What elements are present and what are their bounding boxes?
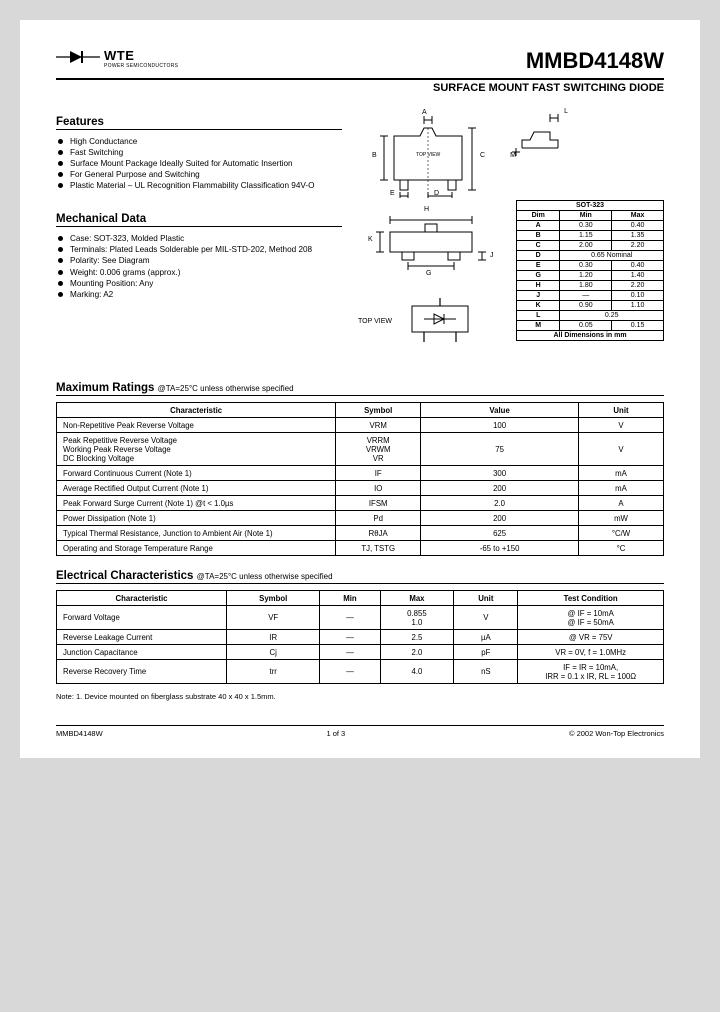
package-bottom-outline-icon bbox=[358, 212, 498, 272]
dim-row: J—0.10 bbox=[517, 291, 664, 301]
dim-b-label: B bbox=[372, 152, 377, 159]
elec-title: Electrical Characteristics bbox=[56, 570, 193, 582]
company-logo: WTE POWER SEMICONDUCTORS bbox=[56, 48, 178, 69]
feature-item: For General Purpose and Switching bbox=[56, 169, 342, 180]
mechanical-item: Polarity: See Diagram bbox=[56, 255, 342, 266]
ec-col-header: Characteristic bbox=[57, 591, 227, 606]
ec-col-header: Unit bbox=[454, 591, 518, 606]
mr-row: Typical Thermal Resistance, Junction to … bbox=[57, 526, 664, 541]
dim-h-label: H bbox=[424, 206, 429, 213]
dim-row: K0.901.10 bbox=[517, 301, 664, 311]
product-subtitle: SURFACE MOUNT FAST SWITCHING DIODE bbox=[433, 82, 664, 94]
dim-row: H1.802.20 bbox=[517, 281, 664, 291]
max-ratings-table: CharacteristicSymbolValueUnit Non-Repeti… bbox=[56, 402, 664, 556]
ec-row: Junction CapacitanceCj—2.0pFVR = 0V, f =… bbox=[57, 645, 664, 660]
mr-col-header: Symbol bbox=[336, 403, 421, 418]
dim-g-label: G bbox=[426, 270, 431, 277]
mr-row: Peak Repetitive Reverse Voltage Working … bbox=[57, 433, 664, 466]
logo-text: WTE bbox=[104, 48, 178, 63]
feature-item: Surface Mount Package Ideally Suited for… bbox=[56, 158, 342, 169]
dim-col-header: Min bbox=[560, 211, 612, 221]
schematic-top-view-icon bbox=[400, 294, 480, 354]
footer-left: MMBD4148W bbox=[56, 729, 103, 738]
feature-item: High Conductance bbox=[56, 136, 342, 147]
dim-row: G1.201.40 bbox=[517, 271, 664, 281]
dim-col-header: Max bbox=[612, 211, 664, 221]
ec-col-header: Test Condition bbox=[518, 591, 664, 606]
feature-item: Plastic Material – UL Recognition Flamma… bbox=[56, 180, 342, 191]
package-diagrams: TOP VIEW A B C E D L M bbox=[354, 108, 664, 368]
mr-row: Average Rectified Output Current (Note 1… bbox=[57, 481, 664, 496]
mr-col-header: Characteristic bbox=[57, 403, 336, 418]
dim-row: D0.65 Nominal bbox=[517, 251, 664, 261]
dim-table-footer: All Dimensions in mm bbox=[517, 331, 664, 341]
dim-a-label: A bbox=[422, 109, 427, 116]
max-ratings-condition: @TA=25°C unless otherwise specified bbox=[158, 384, 294, 393]
part-number: MMBD4148W bbox=[526, 48, 664, 74]
diode-icon bbox=[56, 48, 100, 66]
mr-col-header: Value bbox=[421, 403, 579, 418]
dimension-table: SOT-323 DimMinMax A0.300.40B1.151.35C2.0… bbox=[516, 200, 664, 341]
footer-center: 1 of 3 bbox=[326, 729, 345, 738]
dim-k-label: K bbox=[368, 236, 373, 243]
footer-right: © 2002 Won-Top Electronics bbox=[569, 729, 664, 738]
elec-heading: Electrical Characteristics @TA=25°C unle… bbox=[56, 570, 664, 584]
dim-j-label: J bbox=[490, 252, 494, 259]
logo-subtitle: POWER SEMICONDUCTORS bbox=[104, 63, 178, 69]
mechanical-heading: Mechanical Data bbox=[56, 213, 342, 227]
mechanical-item: Weight: 0.006 grams (approx.) bbox=[56, 267, 342, 278]
mr-row: Power Dissipation (Note 1)Pd200mW bbox=[57, 511, 664, 526]
dim-row: A0.300.40 bbox=[517, 221, 664, 231]
ec-col-header: Symbol bbox=[226, 591, 320, 606]
elec-condition: @TA=25°C unless otherwise specified bbox=[197, 572, 333, 581]
dim-row: C2.002.20 bbox=[517, 241, 664, 251]
mr-row: Peak Forward Surge Current (Note 1) @t <… bbox=[57, 496, 664, 511]
dim-row: L0.25 bbox=[517, 311, 664, 321]
dim-table-title: SOT-323 bbox=[517, 201, 664, 211]
mechanical-item: Mounting Position: Any bbox=[56, 278, 342, 289]
ec-row: Reverse Leakage CurrentIR—2.5µA@ VR = 75… bbox=[57, 630, 664, 645]
features-list: High ConductanceFast SwitchingSurface Mo… bbox=[56, 136, 342, 191]
mr-row: Non-Repetitive Peak Reverse VoltageVRM10… bbox=[57, 418, 664, 433]
dim-c-label: C bbox=[480, 152, 485, 159]
feature-item: Fast Switching bbox=[56, 147, 342, 158]
features-heading: Features bbox=[56, 116, 342, 130]
dim-row: E0.300.40 bbox=[517, 261, 664, 271]
mechanical-item: Case: SOT-323, Molded Plastic bbox=[56, 233, 342, 244]
mr-col-header: Unit bbox=[579, 403, 664, 418]
datasheet-page: WTE POWER SEMICONDUCTORS MMBD4148W SURFA… bbox=[20, 20, 700, 758]
pkg-inner-label: TOP VIEW bbox=[416, 152, 440, 158]
mechanical-item: Terminals: Plated Leads Solderable per M… bbox=[56, 244, 342, 255]
ec-col-header: Max bbox=[380, 591, 454, 606]
dim-row: B1.151.35 bbox=[517, 231, 664, 241]
dim-l-label: L bbox=[564, 108, 568, 115]
ec-col-header: Min bbox=[320, 591, 380, 606]
max-ratings-title: Maximum Ratings bbox=[56, 382, 154, 394]
max-ratings-heading: Maximum Ratings @TA=25°C unless otherwis… bbox=[56, 382, 664, 396]
elec-table: CharacteristicSymbolMinMaxUnitTest Condi… bbox=[56, 590, 664, 684]
ec-row: Forward VoltageVF—0.855 1.0V@ IF = 10mA … bbox=[57, 606, 664, 630]
dim-col-header: Dim bbox=[517, 211, 560, 221]
package-side-profile-icon bbox=[512, 108, 572, 178]
top-view-label: TOP VIEW bbox=[358, 318, 392, 325]
header: WTE POWER SEMICONDUCTORS MMBD4148W bbox=[56, 48, 664, 74]
dim-e-label: E bbox=[390, 190, 395, 197]
ec-row: Reverse Recovery Timetrr—4.0nSIF = IR = … bbox=[57, 660, 664, 684]
dim-d-label: D bbox=[434, 190, 439, 197]
mechanical-list: Case: SOT-323, Molded PlasticTerminals: … bbox=[56, 233, 342, 299]
footnote: Note: 1. Device mounted on fiberglass su… bbox=[56, 692, 664, 701]
mr-row: Operating and Storage Temperature RangeT… bbox=[57, 541, 664, 556]
mr-row: Forward Continuous Current (Note 1)IF300… bbox=[57, 466, 664, 481]
dim-row: M0.050.15 bbox=[517, 321, 664, 331]
mechanical-item: Marking: A2 bbox=[56, 289, 342, 300]
title-bar: SURFACE MOUNT FAST SWITCHING DIODE bbox=[56, 78, 664, 108]
page-footer: MMBD4148W 1 of 3 © 2002 Won-Top Electron… bbox=[56, 725, 664, 738]
dim-m-label: M bbox=[510, 152, 516, 159]
